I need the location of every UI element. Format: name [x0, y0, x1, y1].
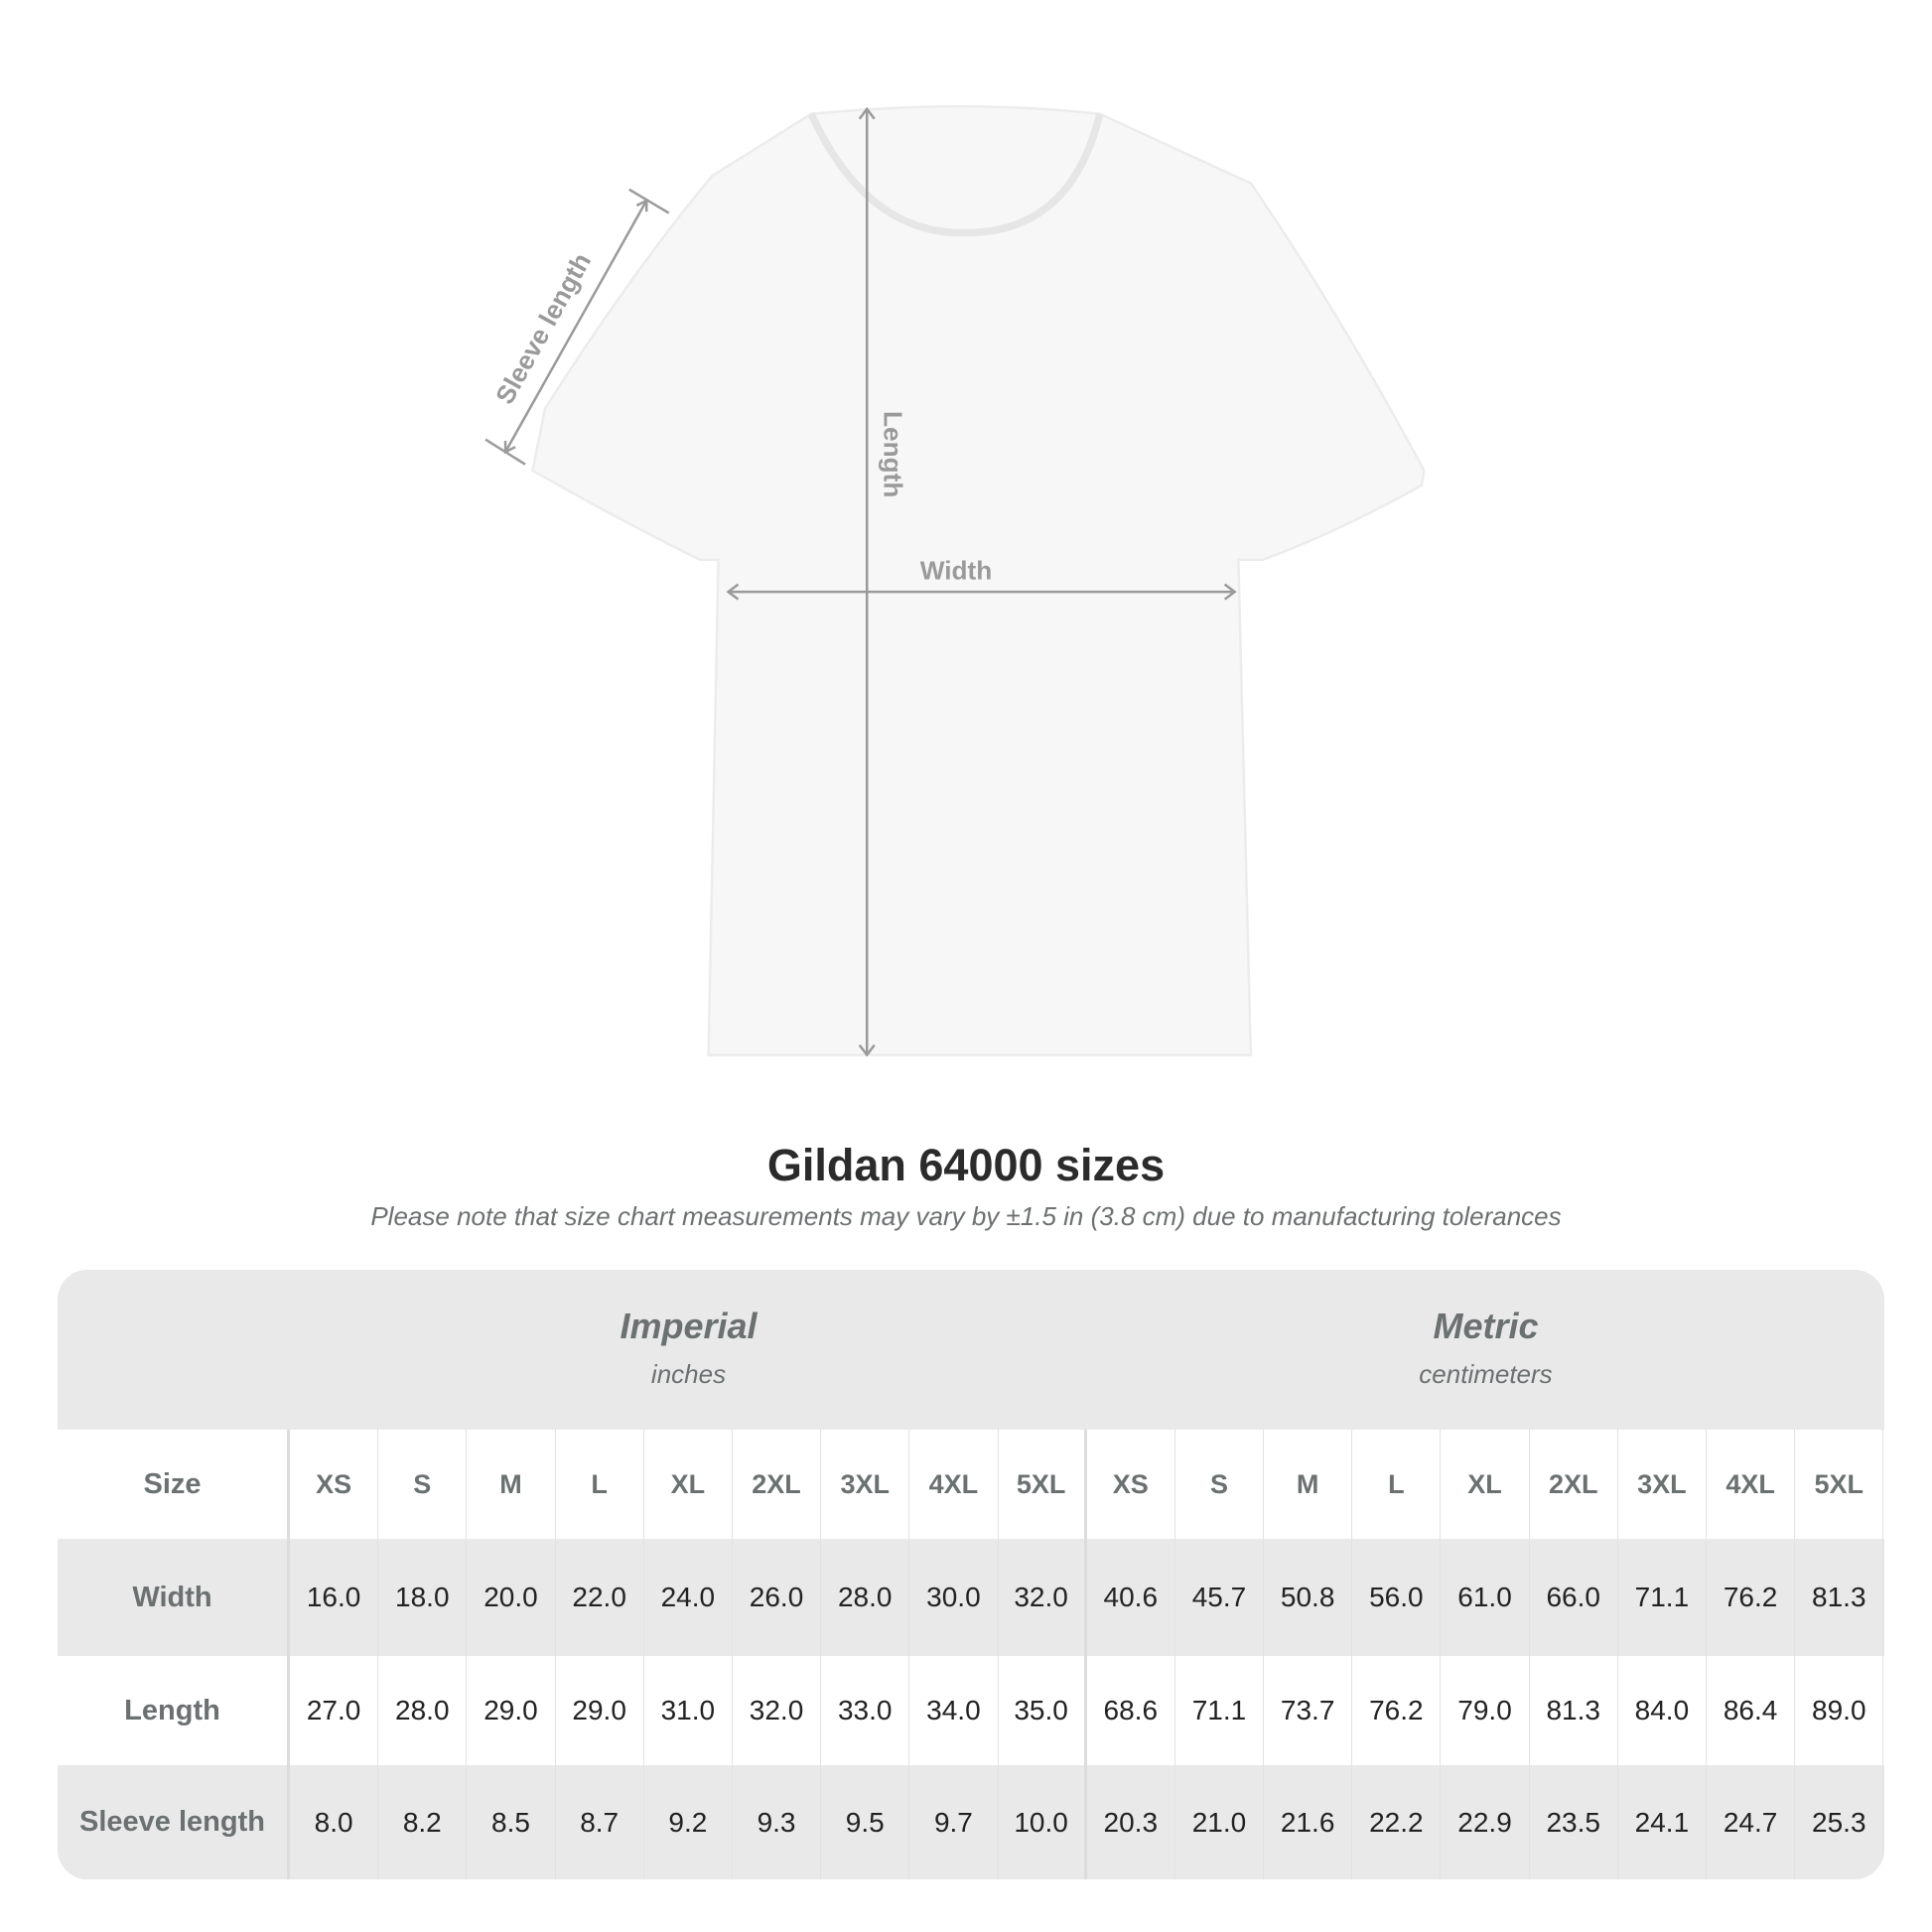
table-cell: 20.3 — [1087, 1765, 1175, 1879]
size-header-cell: 4XL — [909, 1430, 999, 1539]
tolerance-note: Please note that size chart measurements… — [370, 1201, 1562, 1231]
table-cell: 84.0 — [1618, 1656, 1707, 1765]
table-row: Width 16.0 18.0 20.0 22.0 24.0 26.0 28.0 30.0 32.… — [58, 1539, 1884, 1656]
size-header-row: Size XS S M L XL 2XL 3XL 4XL 5XL XS S M L XL 2XL 3XL 4XL 5… — [58, 1430, 1884, 1539]
table-cell: 61.0 — [1441, 1539, 1530, 1656]
table-cell: 68.6 — [1087, 1656, 1175, 1765]
unit-header-band — [58, 1270, 1884, 1430]
size-header-cell: XS — [290, 1430, 379, 1539]
table-cell: 23.5 — [1530, 1765, 1618, 1879]
table-cell: 89.0 — [1795, 1656, 1884, 1765]
table-row: Sleeve length 8.0 8.2 8.5 8.7 9.2 9.3 9.5 9.7 10.… — [58, 1765, 1884, 1879]
table-cell: 32.0 — [999, 1539, 1087, 1656]
table-cell: 31.0 — [644, 1656, 733, 1765]
table-cell: 9.7 — [909, 1765, 999, 1879]
metric-title: Metric — [1433, 1306, 1539, 1346]
table-cell: 24.1 — [1618, 1765, 1707, 1879]
table-cell: 22.2 — [1352, 1765, 1442, 1879]
table-cell: 8.2 — [378, 1765, 468, 1879]
table-cell: 26.0 — [733, 1539, 822, 1656]
imperial-header: Imperial inches — [290, 1270, 1087, 1430]
row-label: Length — [58, 1656, 290, 1765]
table-cell: 81.3 — [1530, 1656, 1618, 1765]
table-row: Length 27.0 28.0 29.0 29.0 31.0 32.0 33.0 34.0 35… — [58, 1656, 1884, 1765]
table-cell: 9.3 — [733, 1765, 822, 1879]
table-cell: 76.2 — [1352, 1656, 1442, 1765]
collar — [807, 112, 1104, 237]
table-cell: 86.4 — [1707, 1656, 1796, 1765]
size-header-cell: L — [556, 1430, 644, 1539]
table-cell: 8.5 — [467, 1765, 556, 1879]
table-cell: 71.1 — [1618, 1539, 1707, 1656]
table-cell: 79.0 — [1441, 1656, 1530, 1765]
table-cell: 71.1 — [1175, 1656, 1265, 1765]
size-header-cell: 5XL — [999, 1430, 1087, 1539]
size-header-cell: 3XL — [1618, 1430, 1707, 1539]
row-band — [58, 1765, 1884, 1879]
table-cell: 27.0 — [290, 1656, 379, 1765]
table-cell: 22.9 — [1441, 1765, 1530, 1879]
size-header-cell: S — [1175, 1430, 1265, 1539]
table-cell: 28.0 — [378, 1656, 468, 1765]
table-cell: 29.0 — [556, 1656, 644, 1765]
size-table: Imperial inches Metric centimeters Size X… — [58, 1270, 1884, 1879]
metric-unit: centimeters — [1419, 1359, 1553, 1389]
table-cell: 22.0 — [556, 1539, 644, 1656]
tshirt-diagram: Length Width Sleeve length — [484, 105, 1426, 1057]
table-cell: 25.3 — [1795, 1765, 1884, 1879]
table-cell: 8.7 — [556, 1765, 644, 1879]
table-cell: 24.7 — [1707, 1765, 1796, 1879]
table-cell: 32.0 — [733, 1656, 822, 1765]
size-header-cell: 2XL — [1530, 1430, 1618, 1539]
table-cell: 40.6 — [1087, 1539, 1175, 1656]
size-label: Size — [58, 1430, 290, 1539]
row-label: Width — [58, 1539, 290, 1656]
table-cell: 29.0 — [467, 1656, 556, 1765]
table-cell: 21.0 — [1175, 1765, 1265, 1879]
table-cell: 24.0 — [644, 1539, 733, 1656]
length-label: Length — [879, 411, 908, 497]
table-cell: 8.0 — [290, 1765, 379, 1879]
imperial-unit: inches — [650, 1359, 727, 1389]
size-header-cell: 5XL — [1795, 1430, 1884, 1539]
size-header-cell: 3XL — [821, 1430, 910, 1539]
width-label: Width — [920, 556, 992, 586]
row-band — [58, 1539, 1884, 1656]
table-cell: 81.3 — [1795, 1539, 1884, 1656]
table-cell: 73.7 — [1264, 1656, 1353, 1765]
size-header-cell: L — [1352, 1430, 1442, 1539]
table-cell: 18.0 — [378, 1539, 468, 1656]
size-header-cell: M — [467, 1430, 556, 1539]
page-title: Gildan 64000 sizes — [766, 1140, 1166, 1190]
size-header-cell: XL — [1441, 1430, 1530, 1539]
table-cell: 16.0 — [290, 1539, 379, 1656]
sleeve-arrow — [503, 200, 648, 453]
table-cell: 45.7 — [1175, 1539, 1265, 1656]
size-header-cell: 2XL — [733, 1430, 822, 1539]
table-cell: 20.0 — [467, 1539, 556, 1656]
table-cell: 56.0 — [1352, 1539, 1442, 1656]
size-header-cell: XL — [644, 1430, 733, 1539]
tshirt-shape — [531, 105, 1426, 1056]
table-cell: 66.0 — [1530, 1539, 1618, 1656]
table-cell: 33.0 — [821, 1656, 910, 1765]
table-cell: 30.0 — [909, 1539, 999, 1656]
table-cell: 50.8 — [1264, 1539, 1353, 1656]
table-cell: 28.0 — [821, 1539, 910, 1656]
size-header-cell: 4XL — [1707, 1430, 1796, 1539]
table-cell: 9.5 — [821, 1765, 910, 1879]
size-header-cell: S — [378, 1430, 468, 1539]
row-label: Sleeve length — [58, 1765, 290, 1879]
metric-header: Metric centimeters — [1087, 1270, 1884, 1430]
table-cell: 35.0 — [999, 1656, 1087, 1765]
imperial-title: Imperial — [620, 1306, 758, 1346]
size-header-cell: M — [1264, 1430, 1353, 1539]
table-cell: 34.0 — [909, 1656, 999, 1765]
table-cell: 10.0 — [999, 1765, 1087, 1879]
size-header-cell: XS — [1087, 1430, 1175, 1539]
table-cell: 9.2 — [644, 1765, 733, 1879]
table-cell: 21.6 — [1264, 1765, 1353, 1879]
table-cell: 76.2 — [1707, 1539, 1796, 1656]
